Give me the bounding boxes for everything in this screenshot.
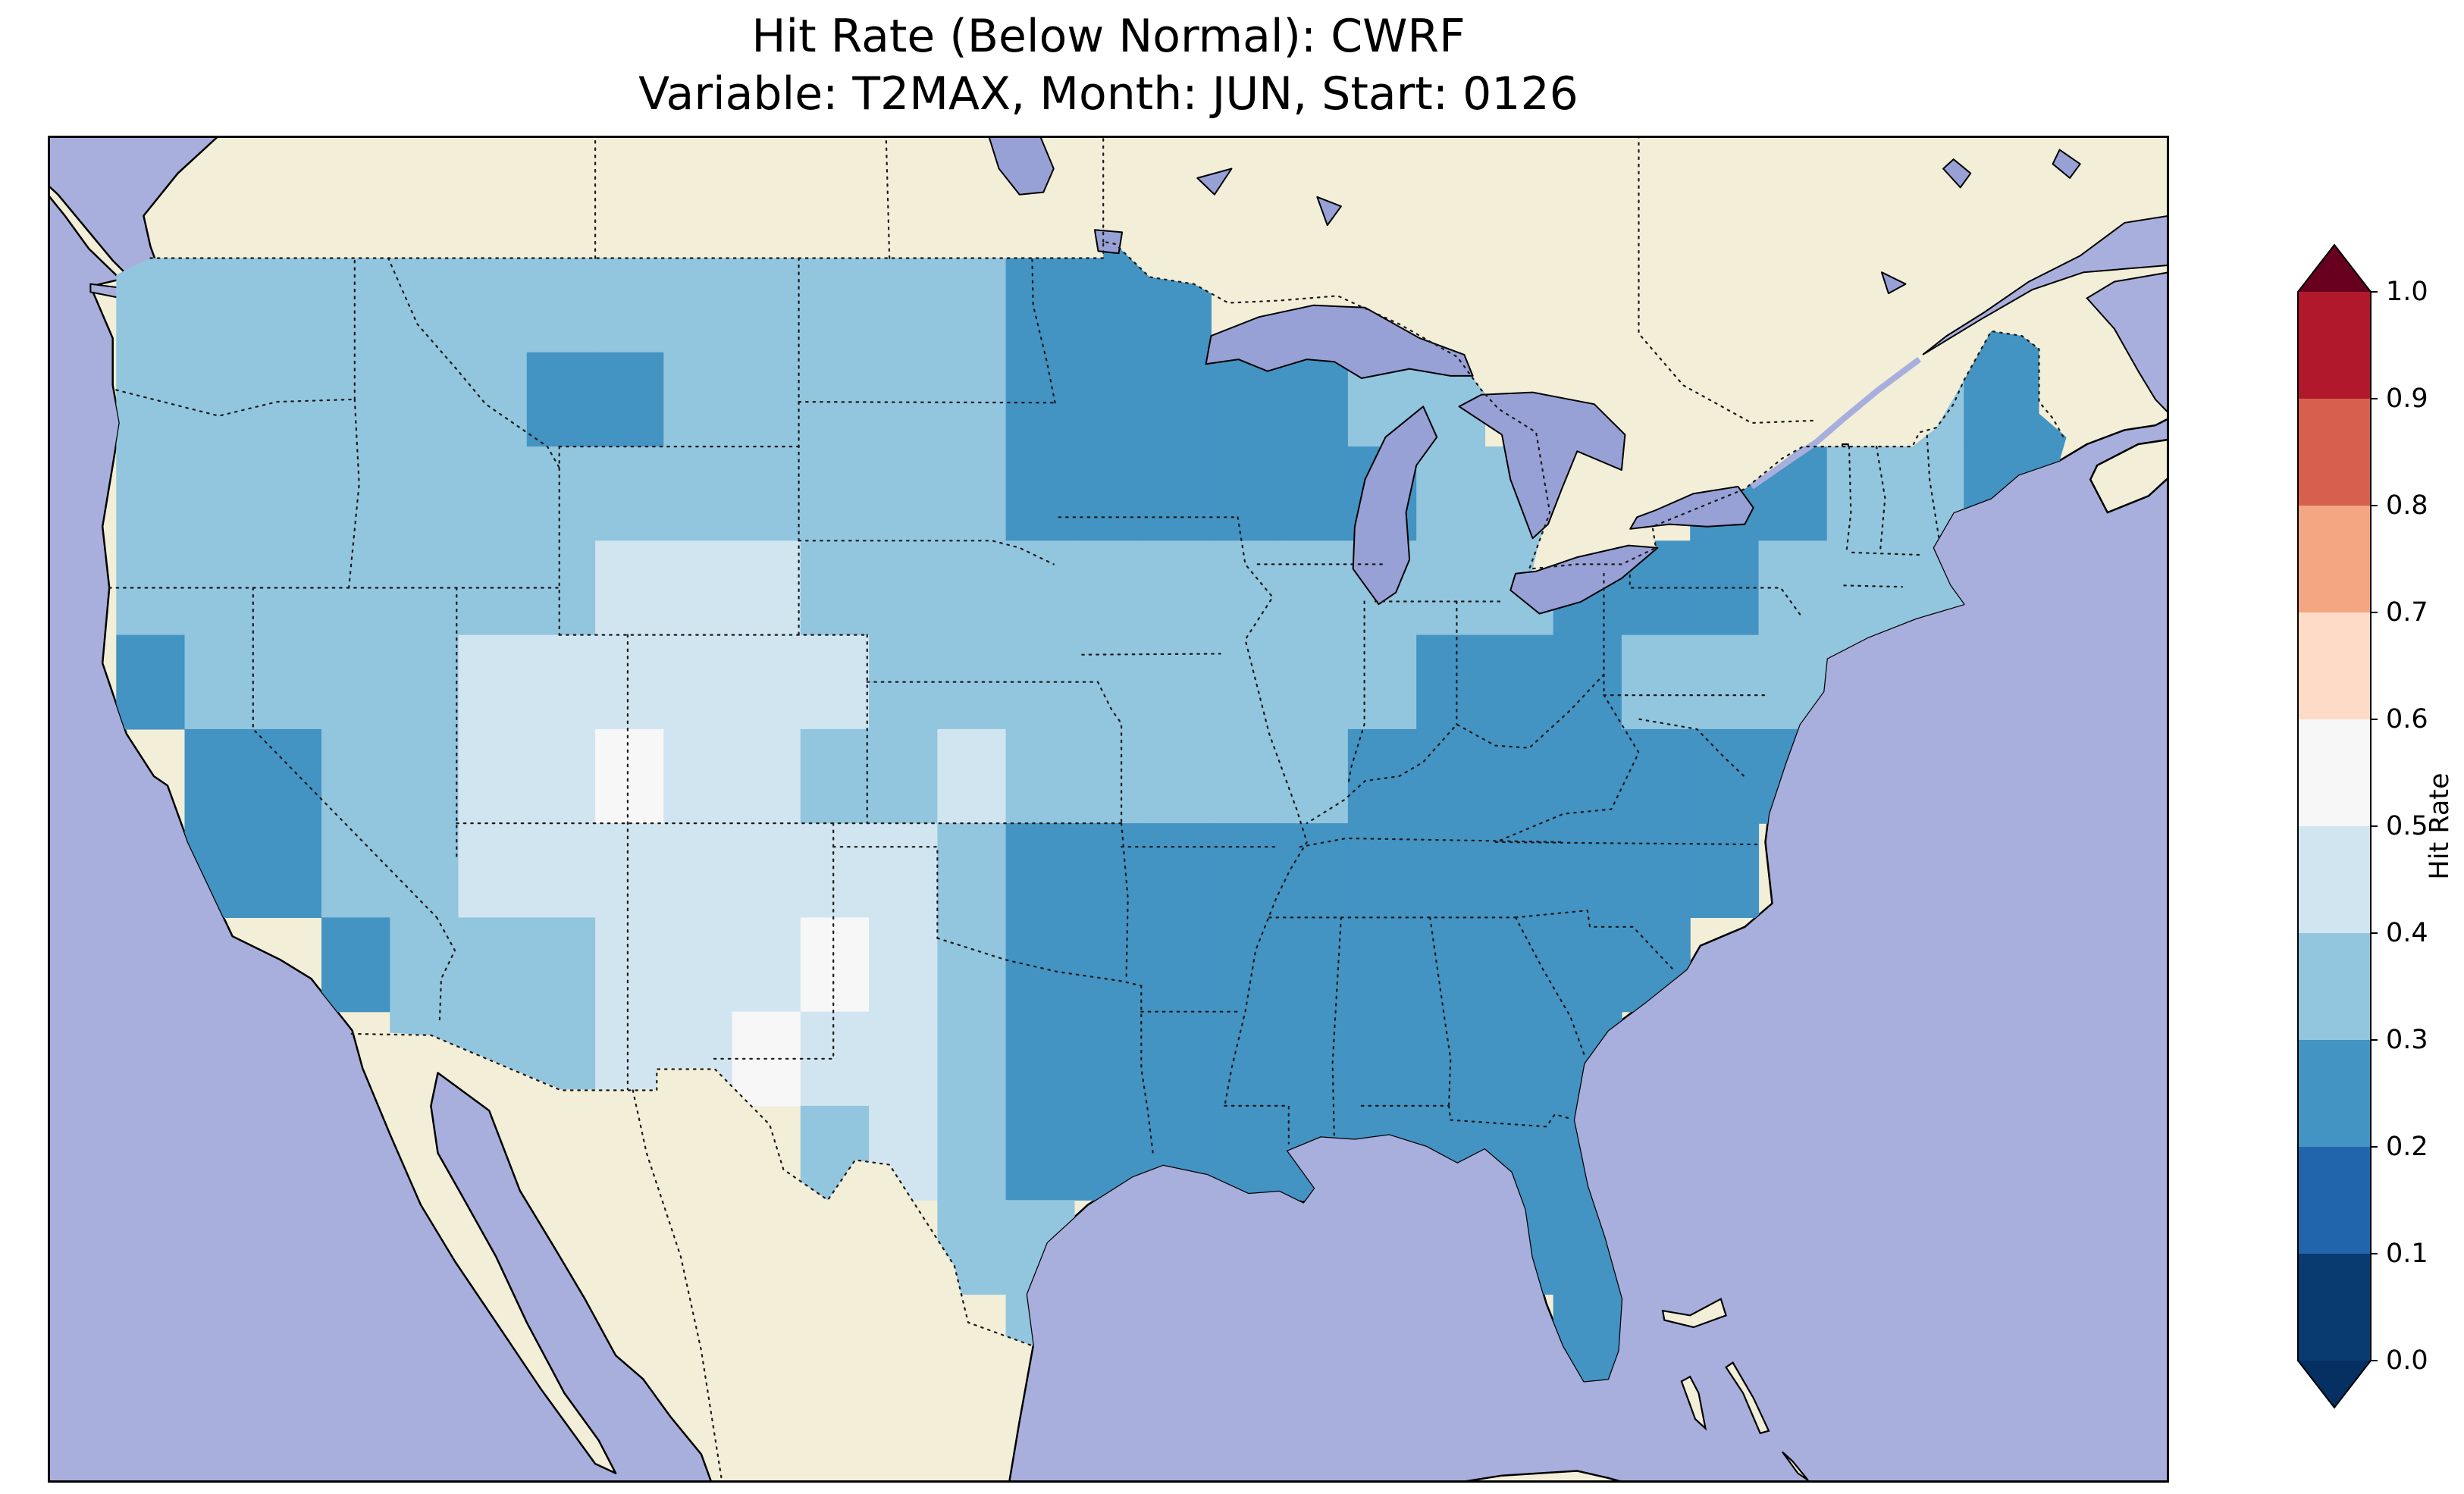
- colorbar-under-arrow: [2298, 1361, 2371, 1408]
- colorbar-tick-label: 0.7: [2386, 597, 2428, 628]
- title-line-1: Hit Rate (Below Normal): CWRF: [751, 10, 1466, 63]
- colorbar-tick-label: 0.2: [2386, 1132, 2428, 1162]
- colorbar-bin: [2298, 1040, 2371, 1148]
- figure-title: Hit Rate (Below Normal): CWRF Variable: …: [48, 8, 2169, 123]
- title-line-2: Variable: T2MAX, Month: JUN, Start: 0126: [638, 67, 1578, 121]
- st-lawrence-river: [1750, 356, 1921, 490]
- colorbar-bin: [2298, 933, 2371, 1041]
- colorbar-bin: [2298, 506, 2371, 613]
- map-canvas: [48, 136, 2169, 1483]
- colorbar-tick-label: 0.8: [2386, 490, 2428, 521]
- colorbar-bin: [2298, 292, 2371, 399]
- colorbar-tick-label: 0.3: [2386, 1025, 2428, 1055]
- colorbar-bin: [2298, 1147, 2371, 1254]
- colorbar-tick-label: 0.1: [2386, 1239, 2428, 1269]
- colorbar-bin: [2298, 826, 2371, 934]
- colorbar-bin: [2298, 719, 2371, 827]
- lakes-layer: [988, 136, 2081, 615]
- colorbar-tick-label: 0.5: [2386, 811, 2428, 841]
- colorbar: 0.0 0.1 0.2 0.3 0.4 0.5 0.6 0.7 0.8 0.9 1.0 Hit Rat…: [2297, 243, 2455, 1409]
- colorbar-bin: [2298, 612, 2371, 720]
- colorbar-tick-label: 0.6: [2386, 704, 2428, 734]
- colorbar-tick-label: 1.0: [2386, 277, 2428, 307]
- state-borders: [108, 136, 2066, 1482]
- colorbar-tick-label: 0.0: [2386, 1345, 2428, 1376]
- colorbar-bin: [2298, 1254, 2371, 1361]
- colorbar-tick-label: 0.4: [2386, 918, 2428, 948]
- colorbar-tick-label: 0.9: [2386, 384, 2428, 414]
- colorbar-label: Hit Rate: [2425, 772, 2455, 879]
- colorbar-over-arrow: [2298, 245, 2371, 292]
- hit-rate-grid: [116, 241, 2067, 1382]
- colorbar-bin: [2298, 399, 2371, 506]
- map-frame: [48, 136, 2169, 1483]
